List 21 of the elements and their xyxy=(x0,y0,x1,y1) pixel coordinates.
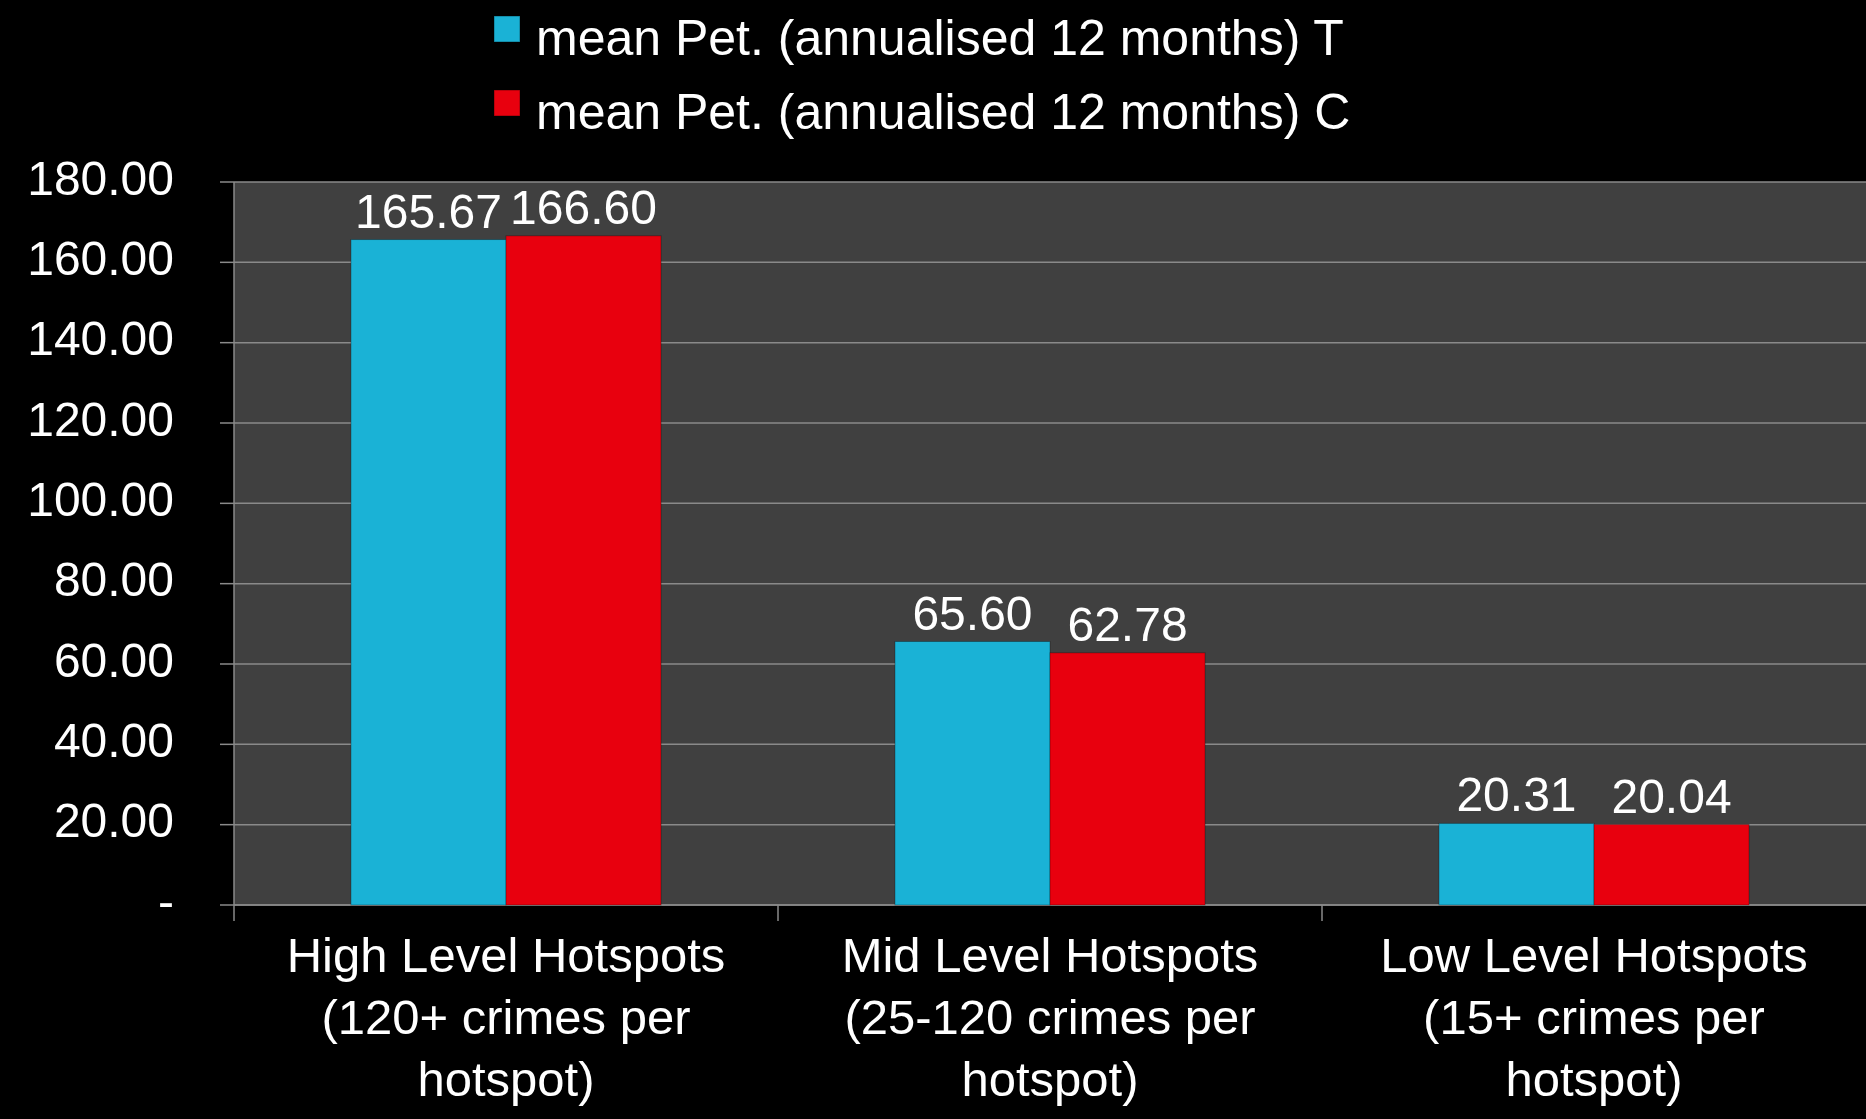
legend-label: mean Pet. (annualised 12 months) C xyxy=(536,84,1351,141)
x-tick-label: High Level Hotspots (120+ crimes per hotspot) xyxy=(286,928,726,1106)
data-label: 165.67 xyxy=(355,184,502,238)
y-tick-label: 80.00 xyxy=(53,553,174,607)
data-label: 20.04 xyxy=(1611,769,1732,823)
x-tick-label: Mid Level Hotspots (25-120 crimes per hotspot) xyxy=(841,928,1259,1106)
data-label: 20.31 xyxy=(1456,768,1577,822)
data-label: 62.78 xyxy=(1067,597,1188,651)
y-tick-label: 100.00 xyxy=(27,473,174,527)
data-label: 65.60 xyxy=(912,586,1033,640)
y-tick-label: 160.00 xyxy=(27,232,174,286)
x-tick-label: Low Level Hotspots (15+ crimes per hotspot) xyxy=(1380,928,1808,1106)
y-tick-label: 20.00 xyxy=(53,794,174,848)
y-tick-label: - xyxy=(158,874,174,928)
y-tick-label: 40.00 xyxy=(53,714,174,768)
data-label: 166.60 xyxy=(510,180,657,234)
y-tick-label: 120.00 xyxy=(27,392,174,446)
y-tick-label: 60.00 xyxy=(53,633,174,687)
y-tick-label: 140.00 xyxy=(27,312,174,366)
y-tick-label: 180.00 xyxy=(27,151,174,205)
legend-label: mean Pet. (annualised 12 months) T xyxy=(536,10,1344,67)
